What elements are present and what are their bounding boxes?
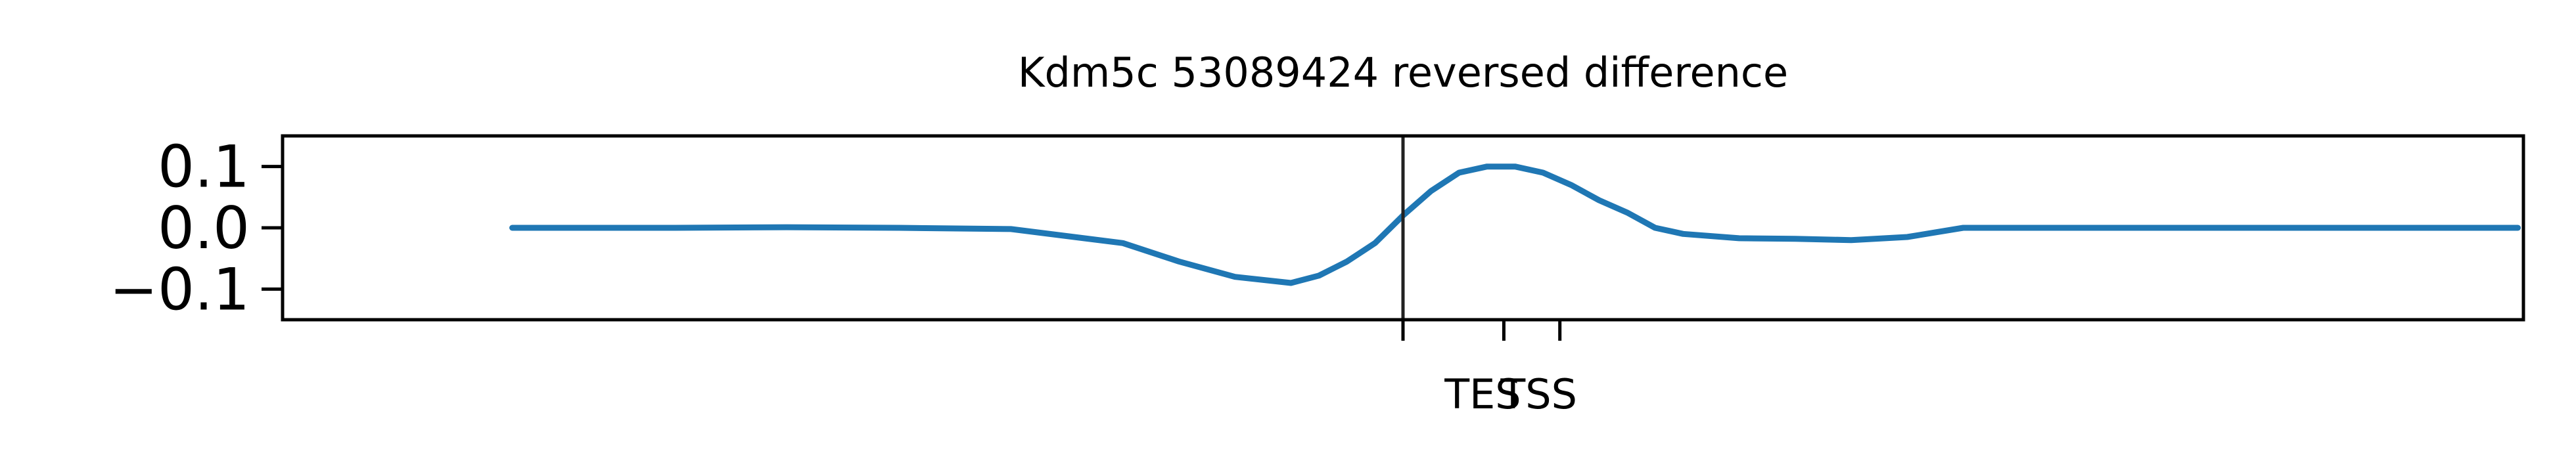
- plot-area: [509, 136, 2521, 320]
- series-line-1: [509, 163, 2521, 286]
- y-tick-label: 0.0: [158, 194, 250, 262]
- x-tick-label: TSS: [1500, 370, 1577, 418]
- y-axis: 0.10.0−0.1: [109, 133, 283, 323]
- y-tick-label: 0.1: [158, 133, 250, 201]
- y-tick-label: −0.1: [109, 255, 250, 323]
- x-tick-label: TES: [1444, 370, 1521, 418]
- chart-title: Kdm5c 53089424 reversed difference: [1018, 49, 1788, 97]
